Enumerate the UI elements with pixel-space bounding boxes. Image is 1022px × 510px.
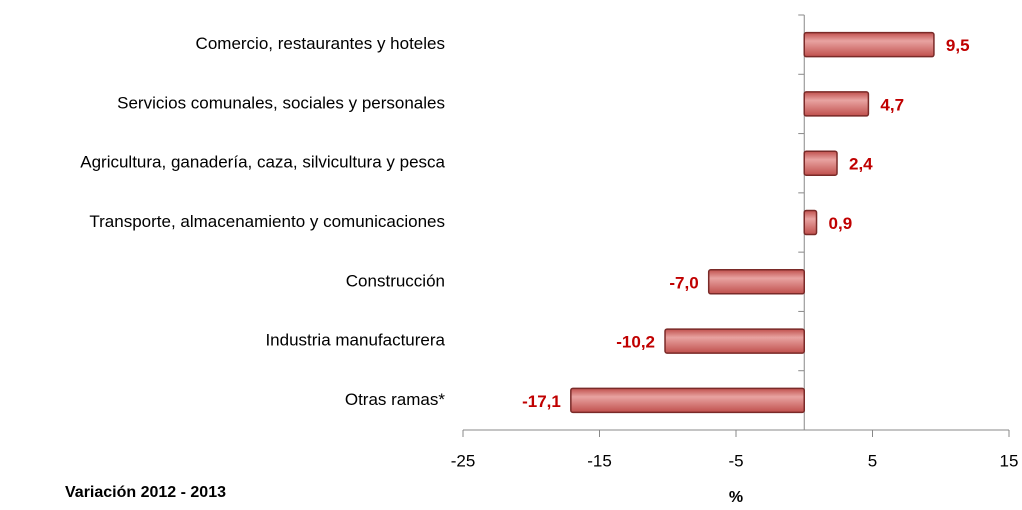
category-label: Agricultura, ganadería, caza, silvicultu… bbox=[80, 153, 445, 172]
bar bbox=[570, 387, 806, 414]
x-tick-label: -15 bbox=[587, 451, 612, 470]
category-label: Comercio, restaurantes y hoteles bbox=[196, 34, 445, 53]
bar bbox=[803, 150, 838, 176]
bar bbox=[803, 31, 935, 58]
value-label: 2,4 bbox=[849, 155, 873, 174]
x-tick-label: -5 bbox=[728, 451, 743, 470]
x-tick-label: -25 bbox=[451, 451, 476, 470]
bar bbox=[664, 328, 806, 354]
x-tick-label: 15 bbox=[1000, 451, 1019, 470]
bar bbox=[803, 91, 870, 117]
category-label: Industria manufacturera bbox=[265, 331, 445, 350]
x-tick-label: 5 bbox=[868, 451, 877, 470]
value-label: -10,2 bbox=[616, 333, 655, 352]
category-label: Construcción bbox=[346, 271, 445, 290]
value-label: -7,0 bbox=[669, 273, 698, 292]
value-label: 9,5 bbox=[946, 36, 970, 55]
value-label: -17,1 bbox=[522, 392, 561, 411]
bar bbox=[803, 209, 818, 236]
value-label: 4,7 bbox=[880, 95, 904, 114]
value-label: 0,9 bbox=[829, 214, 853, 233]
category-label: Transporte, almacenamiento y comunicacio… bbox=[89, 212, 445, 231]
x-axis-label: % bbox=[729, 489, 743, 506]
category-label: Otras ramas* bbox=[345, 390, 446, 409]
annotation: Variación 2012 - 2013 bbox=[65, 484, 226, 501]
category-label: Servicios comunales, sociales y personal… bbox=[117, 93, 445, 112]
bar bbox=[707, 269, 806, 295]
